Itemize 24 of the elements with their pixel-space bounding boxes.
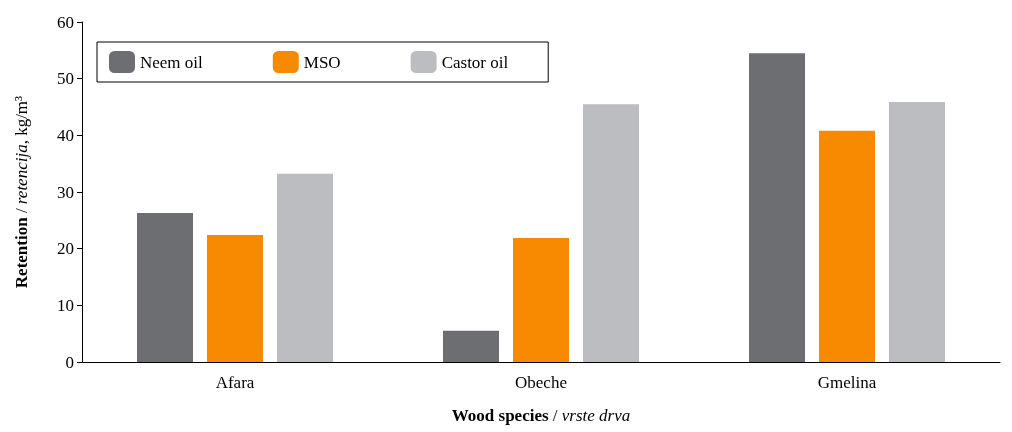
y-tick-label: 40: [57, 125, 74, 145]
y-tick-label: 0: [65, 352, 74, 372]
bar: [207, 235, 263, 362]
legend-label: MSO: [303, 52, 341, 72]
x-axis-title: Wood species / vrste drva: [451, 406, 631, 425]
bar: [583, 104, 639, 362]
bar: [513, 237, 569, 362]
bar: [819, 130, 875, 362]
bar: [889, 101, 945, 362]
y-axis-title: Retention / retencija, kg/m³: [12, 95, 31, 289]
y-tick-label: 10: [57, 295, 74, 315]
x-tick-label: Gmelina: [817, 373, 877, 392]
bar: [443, 330, 499, 362]
y-tick-label: 20: [57, 239, 74, 259]
y-tick-label: 60: [57, 12, 74, 32]
bar: [277, 173, 333, 362]
x-tick-label: Obeche: [515, 373, 567, 392]
bar: [749, 53, 805, 362]
x-tick-label: Afara: [215, 373, 255, 392]
y-tick-label: 50: [57, 69, 74, 89]
y-tick-label: 30: [57, 182, 74, 202]
legend-label: Castor oil: [441, 52, 509, 72]
bar: [137, 212, 193, 362]
legend-label: Neem oil: [140, 52, 204, 72]
